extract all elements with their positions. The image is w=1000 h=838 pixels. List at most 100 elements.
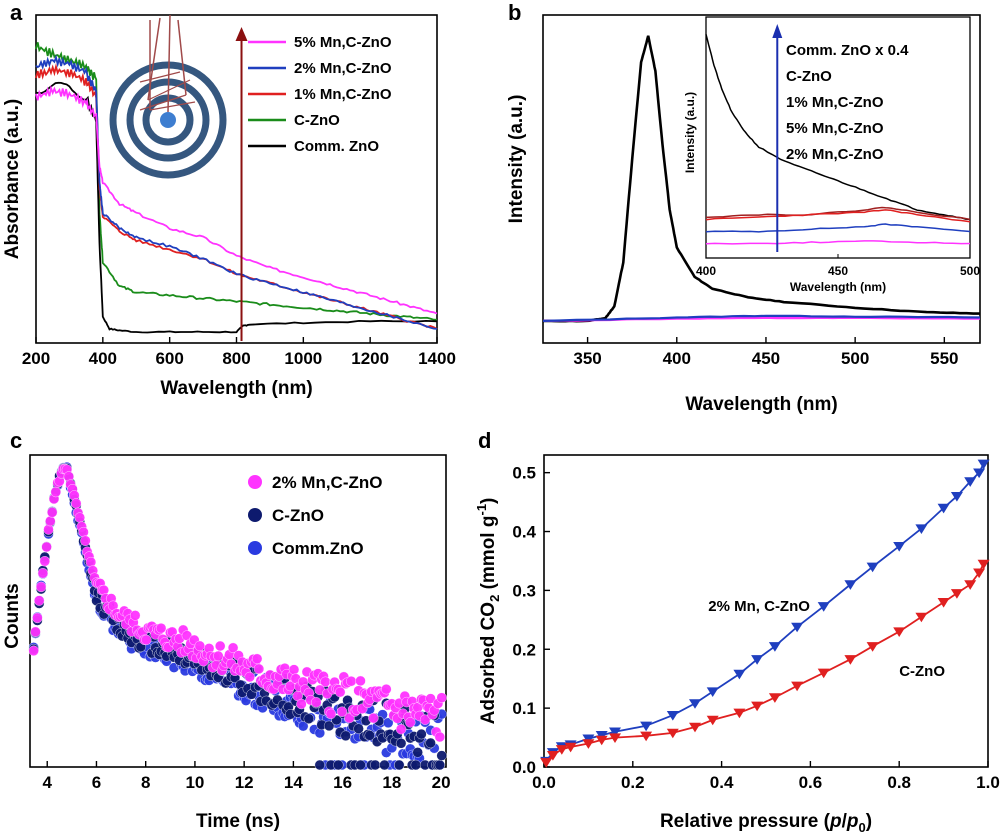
d-marker-0-18 [893,542,906,552]
c-xtick-label-4: 12 [235,773,254,792]
d-xtick-label-4: 0.8 [887,773,911,792]
c-point-0-145 [296,698,307,710]
d-marker-1-3 [564,742,577,753]
a-series-line-1 [35,54,438,330]
c-point-0-23 [70,498,82,509]
a-legend-label-2: 1% Mn,C-ZnO [294,86,392,103]
c-point-0-5 [37,568,49,579]
c-point-0-12 [50,486,61,498]
c-point-1-215 [425,737,436,749]
b-plot-frame [542,14,981,344]
b-inset: 400 450 500 Wavelength (nm) Intensity (a.u.)… [683,16,980,294]
d-marker-0-9 [689,699,701,709]
c-point-0-69 [155,623,167,634]
c-point-0-158 [320,676,331,687]
c-xtick-label-7: 18 [382,773,401,792]
a-concentric-rings-graphic [109,14,227,179]
b-inset-xtick-label-1: 450 [828,264,848,278]
d-marker-1-8 [666,728,679,739]
c-point-0-27 [78,526,89,538]
c-legend-marker-0 [248,475,262,489]
d-marker-1-14 [791,681,804,692]
c-legend-marker-1 [248,508,262,522]
d-plot-frame [543,454,989,768]
d-marker-0-13 [768,642,781,652]
c-point-1-185 [370,759,381,771]
c-xtick-label-8: 20 [432,773,451,792]
d-marker-1-23 [973,568,986,579]
c-point-1-165 [333,759,344,771]
c-point-1-207 [410,759,421,771]
a-xtick-label-6: 1400 [418,349,456,368]
c-point-0-191 [381,684,392,695]
b-inset-label-1: C-ZnO [786,68,832,85]
a-xtick-label-2: 600 [155,349,183,368]
panel-letter-b: b [508,0,521,25]
d-marker-1-2 [555,745,568,755]
c-xtick-label-2: 8 [141,773,150,792]
d-marker-0-10 [706,687,719,697]
c-point-0-101 [214,640,226,652]
c-xtick-label-5: 14 [284,773,303,792]
a-scatter-ray-1 [139,94,187,111]
a-legend-label-1: 2% Mn,C-ZnO [294,60,392,77]
b-xtick-label-4: 550 [930,349,958,368]
b-inset-series-line-4 [705,240,971,245]
c-xtick-label-6: 16 [333,773,352,792]
d-x-axis-title: Relative pressure (p/p0) [660,811,872,835]
a-y-axis-title: Absorbance (a.u.) [2,99,23,259]
c-point-1-199 [395,738,407,749]
d-x-axis-title-p0-sub: 0 [858,820,865,835]
c-point-0-1 [30,626,41,637]
b-inset-label-0: Comm. ZnO x 0.4 [786,42,909,59]
c-point-0-55 [129,610,141,621]
c-legend-label-0: 2% Mn,C-ZnO [272,473,383,492]
c-series-0 [28,463,447,743]
c-point-0-10 [47,507,58,518]
d-xtick-label-2: 0.4 [710,773,734,792]
d-xtick-label-5: 1.0 [976,773,1000,792]
d-marker-1-12 [751,701,764,712]
d-marker-1-15 [817,668,830,679]
c-point-0-3 [34,595,45,606]
c-point-0-0 [28,645,39,656]
c-legend-marker-2 [248,541,262,555]
d-xtick-label-3: 0.6 [799,773,823,792]
d-y-axis-title-text: Adsorbed CO [478,602,499,724]
d-marker-1-20 [937,598,950,608]
c-point-0-117 [244,671,255,683]
d-marker-0-16 [844,580,857,590]
c-point-1-149 [303,713,314,724]
b-y-axis-title: Intensity (a.u.) [506,95,527,224]
d-x-axis-title-slash: / [842,811,848,832]
d-marker-0-6 [609,727,621,738]
d-marker-0-11 [733,669,746,680]
d-marker-1-13 [768,693,781,703]
c-legend-label-2: Comm.ZnO [272,539,364,558]
d-xtick-label-0: 0.0 [532,773,556,792]
d-ytick-label-3: 0.3 [512,581,536,600]
c-series-2 [28,461,447,771]
a-scatter-ray-2 [149,101,196,111]
d-marker-0-19 [915,524,928,534]
b-inset-label-4: 2% Mn,C-ZnO [786,146,884,163]
d-y-axis-title-sup: -1 [474,504,489,516]
c-point-0-212 [419,714,431,725]
c-point-0-90 [194,640,206,652]
d-marker-0-24 [977,459,990,470]
c-point-0-121 [251,653,263,664]
c-point-1-177 [355,759,366,771]
c-point-0-221 [436,692,447,703]
a-light-ray-0 [167,14,171,113]
d-x-axis-title-p0: p [846,811,859,832]
d-y-axis-title-sub: 2 [487,595,502,602]
d-marker-1-6 [609,733,621,743]
d-ytick-label-5: 0.5 [512,464,536,483]
c-point-0-9 [45,515,56,527]
chart-panel-b: 350 400 450 500 550 Wavelength (nm) Intensity … [506,14,981,415]
c-point-1-160 [323,720,335,732]
c-point-0-108 [227,642,239,653]
c-point-0-166 [335,686,346,698]
c-point-1-210 [416,728,427,740]
b-inset-label-2: 1% Mn,C-ZnO [786,94,884,111]
